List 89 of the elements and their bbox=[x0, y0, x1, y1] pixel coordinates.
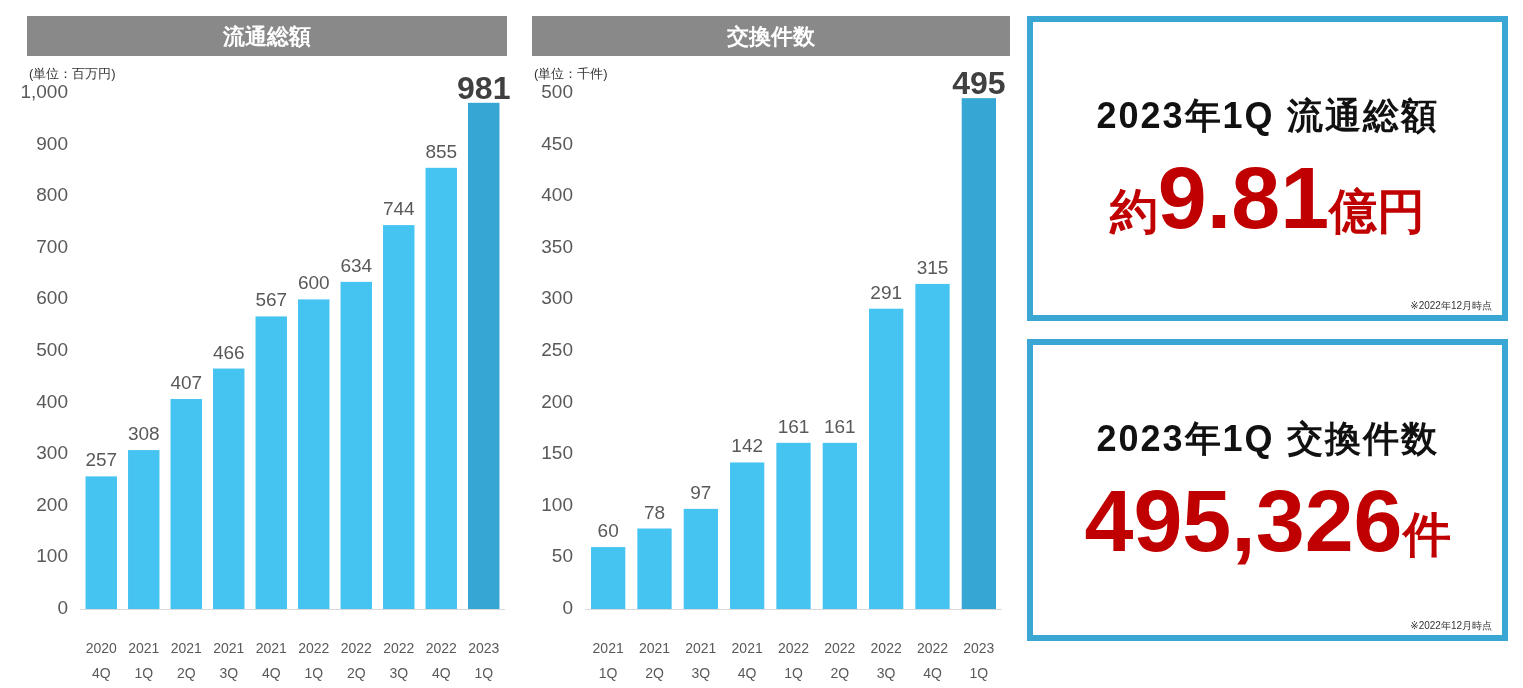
data-label: 567 bbox=[255, 289, 288, 311]
bar bbox=[730, 462, 765, 609]
bar bbox=[822, 442, 857, 609]
bar bbox=[468, 102, 500, 609]
data-label: 142 bbox=[731, 435, 764, 457]
y-tick-label: 200 bbox=[36, 493, 68, 515]
y-tick-label: 400 bbox=[36, 390, 68, 412]
x-tick-label: 2022 2Q bbox=[824, 640, 856, 681]
bar bbox=[425, 167, 457, 609]
x-tick-label: 2021 1Q bbox=[592, 640, 624, 681]
data-label: 315 bbox=[916, 256, 949, 278]
data-label: 744 bbox=[382, 198, 416, 220]
y-tick-label: 0 bbox=[562, 597, 573, 619]
data-label: 466 bbox=[212, 341, 245, 363]
bar bbox=[869, 308, 904, 609]
x-tick-label: 2022 1Q bbox=[777, 640, 810, 681]
y-tick-label: 900 bbox=[36, 132, 68, 154]
data-label: 60 bbox=[597, 520, 619, 542]
bar bbox=[128, 450, 160, 609]
y-tick-label: 450 bbox=[541, 132, 573, 154]
y-tick-label: 100 bbox=[541, 493, 573, 515]
y-tick-label: 50 bbox=[551, 545, 573, 567]
data-label: 97 bbox=[690, 481, 712, 503]
text: ※2022年12月時点 bbox=[1410, 300, 1492, 311]
data-label: 257 bbox=[85, 449, 118, 471]
x-tick-label: 2020 4Q bbox=[85, 640, 118, 681]
data-label: 855 bbox=[425, 140, 458, 162]
x-tick-label: 2021 2Q bbox=[638, 640, 671, 681]
x-tick-label: 2021 1Q bbox=[128, 640, 160, 681]
y-tick-label: 150 bbox=[541, 442, 573, 464]
y-axis-title: (単位：百万円) bbox=[29, 66, 116, 81]
x-tick-label: 2022 3Q bbox=[383, 640, 415, 681]
bar bbox=[683, 508, 718, 609]
bar bbox=[591, 547, 626, 609]
y-tick-label: 350 bbox=[541, 235, 573, 257]
x-tick-label: 2021 2Q bbox=[170, 640, 203, 681]
y-axis-title: (単位：千件) bbox=[534, 66, 608, 81]
bar bbox=[637, 528, 672, 609]
data-label: 161 bbox=[823, 415, 856, 437]
y-tick-label: 800 bbox=[36, 184, 68, 206]
data-label: 291 bbox=[870, 281, 903, 303]
chart-title: 交換件数 bbox=[726, 24, 816, 49]
x-tick-label: 2022 2Q bbox=[340, 640, 373, 681]
y-tick-label: 300 bbox=[36, 442, 68, 464]
bar bbox=[85, 476, 117, 609]
bar bbox=[383, 225, 415, 609]
data-label: 161 bbox=[777, 415, 810, 437]
data-label: 78 bbox=[643, 501, 666, 523]
x-tick-label: 2022 3Q bbox=[870, 640, 902, 681]
x-tick-label: 2021 3Q bbox=[213, 640, 245, 681]
y-tick-label: 200 bbox=[541, 390, 573, 412]
data-label: 495 bbox=[952, 65, 1006, 102]
x-tick-label: 2022 1Q bbox=[298, 640, 330, 681]
text: 約9.81億円 bbox=[1108, 148, 1426, 247]
y-tick-label: 600 bbox=[36, 287, 68, 309]
y-tick-label: 500 bbox=[36, 339, 68, 361]
data-label: 308 bbox=[127, 423, 160, 445]
y-tick-label: 700 bbox=[36, 235, 68, 257]
text: 2023年1Q 流通総額 bbox=[1096, 95, 1439, 136]
bar bbox=[776, 442, 811, 609]
y-tick-label: 0 bbox=[57, 597, 68, 619]
bar bbox=[961, 98, 996, 609]
bar bbox=[213, 368, 245, 609]
y-tick-label: 1,000 bbox=[20, 81, 68, 103]
x-tick-label: 2023 1Q bbox=[963, 640, 995, 681]
bar bbox=[170, 398, 202, 609]
y-tick-label: 300 bbox=[541, 287, 573, 309]
x-tick-label: 2021 4Q bbox=[731, 640, 763, 681]
x-tick-label: 2022 4Q bbox=[425, 640, 458, 681]
y-tick-label: 400 bbox=[541, 184, 573, 206]
text: 2023年1Q 交換件数 bbox=[1096, 418, 1439, 459]
text: 495,326件 bbox=[1084, 471, 1451, 570]
data-label: 981 bbox=[457, 69, 511, 106]
x-tick-label: 2021 4Q bbox=[255, 640, 288, 681]
x-tick-label: 2021 3Q bbox=[685, 640, 717, 681]
x-tick-label: 2022 4Q bbox=[916, 640, 949, 681]
y-tick-label: 250 bbox=[541, 339, 573, 361]
x-tick-label: 2023 1Q bbox=[468, 640, 500, 681]
y-tick-label: 100 bbox=[36, 545, 68, 567]
text: ※2022年12月時点 bbox=[1410, 620, 1492, 631]
y-tick-label: 500 bbox=[541, 81, 573, 103]
data-label: 407 bbox=[170, 371, 203, 393]
bar bbox=[255, 316, 287, 609]
bar bbox=[915, 283, 950, 609]
chart-title: 流通総額 bbox=[222, 24, 311, 49]
data-label: 600 bbox=[297, 272, 330, 294]
bar bbox=[298, 299, 330, 609]
data-label: 634 bbox=[340, 254, 373, 276]
bar bbox=[340, 281, 372, 609]
